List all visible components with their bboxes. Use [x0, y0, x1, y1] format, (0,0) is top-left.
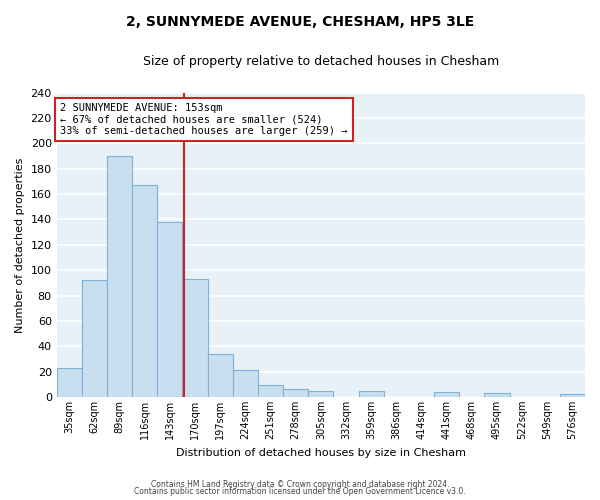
Bar: [359, 390, 384, 397]
Bar: [107, 156, 132, 397]
Bar: [233, 370, 258, 397]
Bar: [82, 280, 107, 397]
Bar: [560, 394, 585, 397]
Bar: [208, 354, 233, 397]
Bar: [308, 390, 334, 397]
Title: Size of property relative to detached houses in Chesham: Size of property relative to detached ho…: [143, 55, 499, 68]
Bar: [157, 222, 182, 397]
Text: 2, SUNNYMEDE AVENUE, CHESHAM, HP5 3LE: 2, SUNNYMEDE AVENUE, CHESHAM, HP5 3LE: [126, 15, 474, 29]
Bar: [56, 368, 82, 397]
X-axis label: Distribution of detached houses by size in Chesham: Distribution of detached houses by size …: [176, 448, 466, 458]
Bar: [132, 186, 157, 397]
Bar: [434, 392, 459, 397]
Text: Contains public sector information licensed under the Open Government Licence v3: Contains public sector information licen…: [134, 487, 466, 496]
Bar: [182, 279, 208, 397]
Text: Contains HM Land Registry data © Crown copyright and database right 2024.: Contains HM Land Registry data © Crown c…: [151, 480, 449, 489]
Text: 2 SUNNYMEDE AVENUE: 153sqm
← 67% of detached houses are smaller (524)
33% of sem: 2 SUNNYMEDE AVENUE: 153sqm ← 67% of deta…: [61, 103, 348, 136]
Y-axis label: Number of detached properties: Number of detached properties: [15, 157, 25, 332]
Bar: [484, 393, 509, 397]
Bar: [283, 390, 308, 397]
Bar: [258, 386, 283, 397]
